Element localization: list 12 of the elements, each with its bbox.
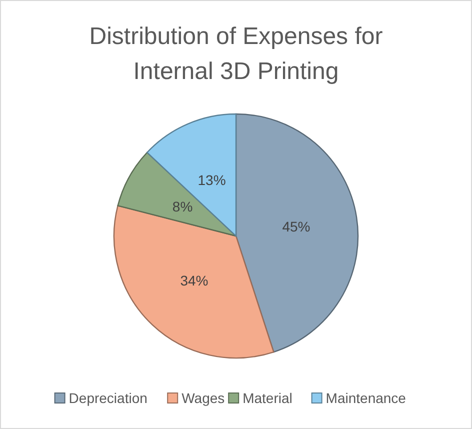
- pie-slice: [117, 152, 237, 237]
- pie-slice: [146, 113, 237, 237]
- legend-label: Material: [242, 390, 292, 406]
- data-label: 8%: [172, 198, 193, 215]
- legend-label: Depreciation: [68, 390, 148, 406]
- legend-label: Wages: [182, 390, 225, 406]
- data-label: 34%: [180, 272, 208, 288]
- data-label: 45%: [282, 218, 310, 234]
- legend-label: Maintenance: [326, 390, 406, 406]
- data-label: 13%: [198, 172, 226, 188]
- pie-slice: [235, 113, 359, 353]
- chart-title: Distribution of Expenses for Internal 3D Printing: [89, 23, 383, 85]
